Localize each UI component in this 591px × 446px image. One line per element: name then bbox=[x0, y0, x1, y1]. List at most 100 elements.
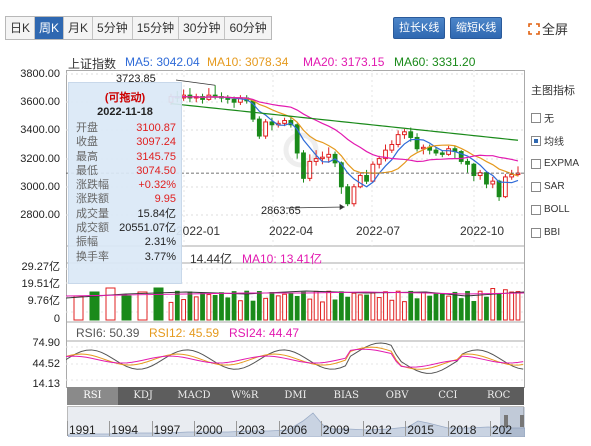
timeline-tick bbox=[320, 421, 322, 436]
info-row: 成交量 15.84亿 bbox=[69, 207, 181, 221]
candle-body bbox=[433, 149, 439, 154]
period-tabs: 日K 周K 月K 5分钟 15分钟 30分钟 60分钟 bbox=[5, 16, 272, 40]
indicator-tab-obv[interactable]: OBV bbox=[385, 390, 409, 401]
checkbox-icon[interactable] bbox=[531, 181, 541, 192]
candle-body bbox=[357, 175, 363, 188]
checkbox-icon[interactable] bbox=[531, 112, 541, 123]
info-row: 换手率 3.77% bbox=[69, 250, 181, 264]
candle-body bbox=[414, 136, 420, 150]
volume-bar bbox=[294, 295, 300, 321]
volume-bar bbox=[250, 300, 256, 321]
low-annotation: 2863.65 bbox=[261, 205, 301, 217]
volume-bar bbox=[351, 292, 357, 321]
checkbox-icon[interactable] bbox=[531, 135, 541, 146]
candle-body bbox=[496, 180, 502, 198]
candle-body bbox=[402, 131, 407, 136]
candle-body bbox=[364, 175, 369, 182]
indicator-tab-kdj[interactable]: KDJ bbox=[133, 390, 153, 401]
indicator-tab-bias[interactable]: BIAS bbox=[333, 390, 359, 401]
rsi24-line bbox=[66, 348, 524, 368]
info-row-key: 振幅 bbox=[76, 236, 98, 249]
indicator-option[interactable]: EXPMA bbox=[531, 152, 589, 175]
indicator-tab-roc[interactable]: ROC bbox=[486, 390, 511, 401]
ma20-line bbox=[170, 95, 519, 163]
timeline-tick bbox=[109, 421, 111, 436]
indicator-option[interactable]: 均线 bbox=[531, 129, 589, 152]
candle-body bbox=[502, 176, 508, 198]
volume-bar bbox=[301, 291, 306, 321]
indicator-option[interactable]: BOLL bbox=[531, 198, 589, 221]
info-row-key: 成交量 bbox=[76, 207, 109, 220]
checkbox-icon[interactable] bbox=[531, 158, 541, 169]
ma5-label: MA5: 3042.04 bbox=[125, 55, 200, 69]
volume-bar bbox=[212, 294, 218, 321]
info-row: 开盘 3100.87 bbox=[69, 121, 181, 135]
info-row-value: 3145.75 bbox=[136, 150, 176, 163]
volume-bar bbox=[433, 293, 439, 321]
candle-body bbox=[351, 186, 357, 205]
volume-bar bbox=[332, 299, 338, 321]
indicator-option[interactable]: 无 bbox=[531, 106, 589, 129]
checkbox-icon[interactable] bbox=[531, 227, 541, 238]
candle-body bbox=[465, 160, 470, 165]
timeline-tick bbox=[278, 421, 280, 436]
price-axis-label: 2800.00 bbox=[20, 209, 60, 221]
indicator-option[interactable]: BBI bbox=[531, 221, 589, 244]
volume-ma10-label: MA10: 13.41亿 bbox=[242, 252, 323, 266]
tab-period-2[interactable]: 月K bbox=[64, 17, 94, 39]
info-row-value: 15.84亿 bbox=[137, 207, 176, 220]
tab-period-4[interactable]: 15分钟 bbox=[133, 17, 180, 39]
tab-period-1[interactable]: 周K bbox=[35, 17, 65, 39]
info-row-value: 2.31% bbox=[144, 236, 176, 249]
info-row-value: 3074.50 bbox=[136, 164, 176, 177]
rsi12-line bbox=[66, 346, 524, 370]
stretch-kline-button[interactable]: 拉长K线 bbox=[393, 17, 446, 39]
indicator-tab-rsi[interactable]: RSI bbox=[67, 387, 118, 405]
timeline-tick bbox=[405, 421, 407, 436]
tab-period-3[interactable]: 5分钟 bbox=[93, 17, 133, 39]
shrink-kline-button[interactable]: 缩短K线 bbox=[450, 17, 503, 39]
indicator-tab-wr[interactable]: W%R bbox=[231, 390, 259, 401]
indicator-option-label: 无 bbox=[544, 114, 554, 125]
timeline-tick bbox=[193, 421, 195, 436]
indicator-tab-macd[interactable]: MACD bbox=[177, 390, 211, 401]
info-row: 成交额 20551.07亿 bbox=[69, 221, 181, 235]
fullscreen-button[interactable]: 全屏 bbox=[528, 19, 568, 38]
rsi12-label: RSI12: 45.59 bbox=[149, 326, 220, 340]
indicator-option[interactable]: SAR bbox=[531, 175, 589, 198]
volume-bar bbox=[238, 300, 243, 321]
volume-ma5-line bbox=[66, 290, 525, 299]
indicator-tab-dmi[interactable]: DMI bbox=[284, 390, 307, 401]
volume-axis-label: 0 bbox=[53, 313, 60, 325]
tab-period-5[interactable]: 30分钟 bbox=[179, 17, 226, 39]
volume-bar bbox=[269, 292, 275, 321]
volume-bar bbox=[509, 291, 515, 321]
candle-body bbox=[326, 153, 332, 158]
candle-body bbox=[408, 131, 414, 138]
candle-body bbox=[439, 152, 445, 155]
info-row: 涨跌幅 +0.32% bbox=[69, 178, 181, 192]
high-marker-line bbox=[175, 79, 216, 86]
tab-period-6[interactable]: 60分钟 bbox=[229, 21, 267, 35]
price-axis-label: 3200.00 bbox=[20, 153, 60, 165]
candle-body bbox=[301, 152, 306, 179]
volume-bar bbox=[395, 290, 401, 321]
volume-bar bbox=[477, 290, 483, 321]
timeline-sparkline bbox=[67, 407, 526, 438]
checkbox-icon[interactable] bbox=[531, 204, 541, 215]
volume-bar bbox=[471, 300, 477, 321]
indicator-tab-cci[interactable]: CCI bbox=[438, 390, 458, 401]
volume-bar bbox=[174, 290, 180, 321]
volume-bar bbox=[73, 295, 84, 321]
ma10-label: MA10: 3078.34 bbox=[207, 55, 289, 69]
timeline-tick bbox=[67, 421, 68, 436]
tab-period-0[interactable]: 日K bbox=[6, 17, 36, 39]
volume-bar bbox=[402, 301, 407, 321]
volume-bar bbox=[446, 295, 451, 321]
volume-bar bbox=[231, 291, 237, 321]
x-axis-label: 2022-07 bbox=[356, 224, 401, 238]
timeline-tick bbox=[236, 421, 238, 436]
ohlc-info-popup[interactable]: (可拖动) 2022-11-18 开盘 3100.87 收盘 3097.24 最高 314… bbox=[68, 82, 182, 284]
indicator-tabs: RSI KDJ MACD W%R DMI BIAS OBV CCI ROC bbox=[67, 387, 524, 405]
info-row: 振幅 2.31% bbox=[69, 235, 181, 249]
